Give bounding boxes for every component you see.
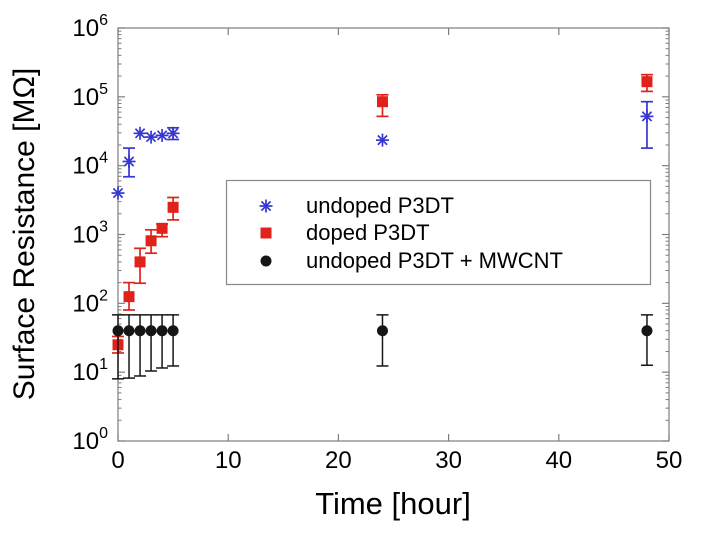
legend-item: undoped P3DT + MWCNT	[260, 248, 563, 273]
asterisk-marker	[144, 130, 158, 144]
x-tick-label: 50	[656, 447, 683, 474]
square-marker	[260, 227, 272, 239]
legend-item: doped P3DT	[260, 220, 430, 245]
asterisk-marker	[155, 128, 169, 142]
asterisk-stroke	[145, 131, 157, 143]
legend-item: undoped P3DT	[259, 193, 454, 218]
asterisk-marker	[166, 126, 180, 140]
asterisk-stroke	[167, 128, 179, 139]
legend-label: doped P3DT	[306, 220, 430, 245]
circle-marker	[641, 325, 653, 337]
series-undoped-p3dt	[111, 100, 654, 200]
asterisk-stroke	[260, 200, 272, 212]
circle-marker	[260, 255, 272, 267]
asterisk-marker	[122, 154, 136, 168]
square-marker	[134, 256, 146, 268]
circle-marker	[123, 325, 135, 337]
asterisk-stroke	[156, 130, 168, 141]
legend-label: undoped P3DT	[306, 193, 454, 218]
square-marker	[641, 76, 653, 88]
circle-marker	[112, 325, 124, 337]
plot-area: 0 10 20 30 40 50 100 101 102 103 104 105 106 undoped …	[72, 12, 682, 474]
x-tick-label: 20	[325, 447, 352, 474]
asterisk-stroke	[112, 187, 124, 199]
circle-marker	[167, 325, 179, 337]
y-tick-label: 105	[72, 81, 108, 111]
y-tick-label: 104	[72, 150, 108, 180]
x-tick-label: 0	[111, 447, 124, 474]
y-tick-label: 101	[72, 356, 108, 386]
square-marker	[156, 222, 168, 234]
circle-marker	[376, 325, 388, 337]
circle-marker	[145, 325, 157, 337]
asterisk-stroke	[134, 128, 146, 139]
y-tick-label: 100	[72, 425, 108, 455]
circle-marker	[134, 325, 146, 337]
legend-label: undoped P3DT + MWCNT	[306, 248, 563, 273]
square-marker	[123, 291, 135, 303]
x-axis-label: Time [hour]	[315, 486, 471, 521]
y-tick-label: 102	[72, 287, 108, 317]
asterisk-stroke	[377, 134, 388, 146]
x-tick-label: 40	[545, 447, 572, 474]
series-doped-p3dt	[112, 73, 653, 354]
circle-marker	[156, 325, 168, 337]
legend-box	[225, 179, 652, 286]
y-axis-label: Surface Resistance [MΩ]	[8, 68, 41, 401]
square-marker	[376, 96, 388, 108]
x-tick-label: 30	[435, 447, 462, 474]
square-marker	[145, 235, 157, 247]
series-undoped-p3dt-mwcnt	[112, 314, 653, 380]
asterisk-marker	[640, 109, 654, 123]
asterisk-stroke	[123, 156, 135, 167]
x-tick-label: 10	[215, 447, 242, 474]
y-tick-label: 103	[72, 219, 108, 249]
asterisk-marker	[111, 186, 125, 200]
asterisk-marker	[133, 126, 147, 140]
square-marker	[167, 201, 179, 213]
y-tick-label: 106	[72, 12, 108, 42]
asterisk-stroke	[641, 111, 653, 122]
asterisk-marker	[259, 199, 273, 213]
asterisk-marker	[375, 133, 389, 147]
